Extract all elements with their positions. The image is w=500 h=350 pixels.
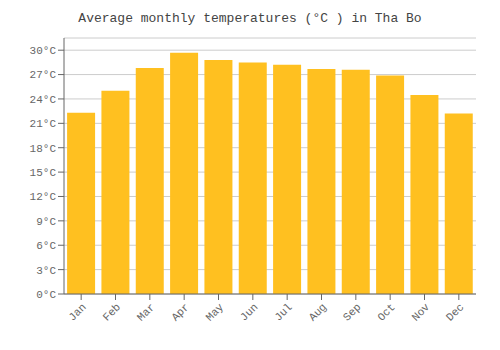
svg-text:3°C: 3°C [36, 265, 56, 277]
svg-text:Jan: Jan [66, 301, 88, 323]
svg-text:21°C: 21°C [30, 118, 57, 130]
svg-text:6°C: 6°C [36, 240, 56, 252]
svg-text:May: May [204, 301, 227, 324]
svg-text:15°C: 15°C [30, 167, 57, 179]
svg-text:30°C: 30°C [30, 45, 57, 57]
html-text:Average monthly temperatures (: Average monthly temperatures (°C ) in Th… [78, 11, 422, 26]
svg-text:9°C: 9°C [36, 216, 56, 228]
svg-text:Jun: Jun [238, 301, 260, 323]
svg-text:Apr: Apr [169, 301, 191, 323]
svg-text:24°C: 24°C [30, 94, 57, 106]
svg-text:Mar: Mar [135, 301, 157, 323]
svg-text:Oct: Oct [375, 301, 397, 323]
svg-text:0°C: 0°C [36, 289, 56, 301]
svg-text:Sep: Sep [341, 301, 363, 323]
svg-text:Dec: Dec [444, 301, 466, 323]
svg-text:Feb: Feb [101, 301, 123, 323]
svg-text:Jul: Jul [272, 301, 294, 323]
svg-text:27°C: 27°C [30, 69, 57, 81]
svg-text:18°C: 18°C [30, 143, 57, 155]
svg-text:Aug: Aug [307, 301, 329, 323]
svg-text:12°C: 12°C [30, 191, 57, 203]
svg-text:Nov: Nov [410, 301, 433, 324]
